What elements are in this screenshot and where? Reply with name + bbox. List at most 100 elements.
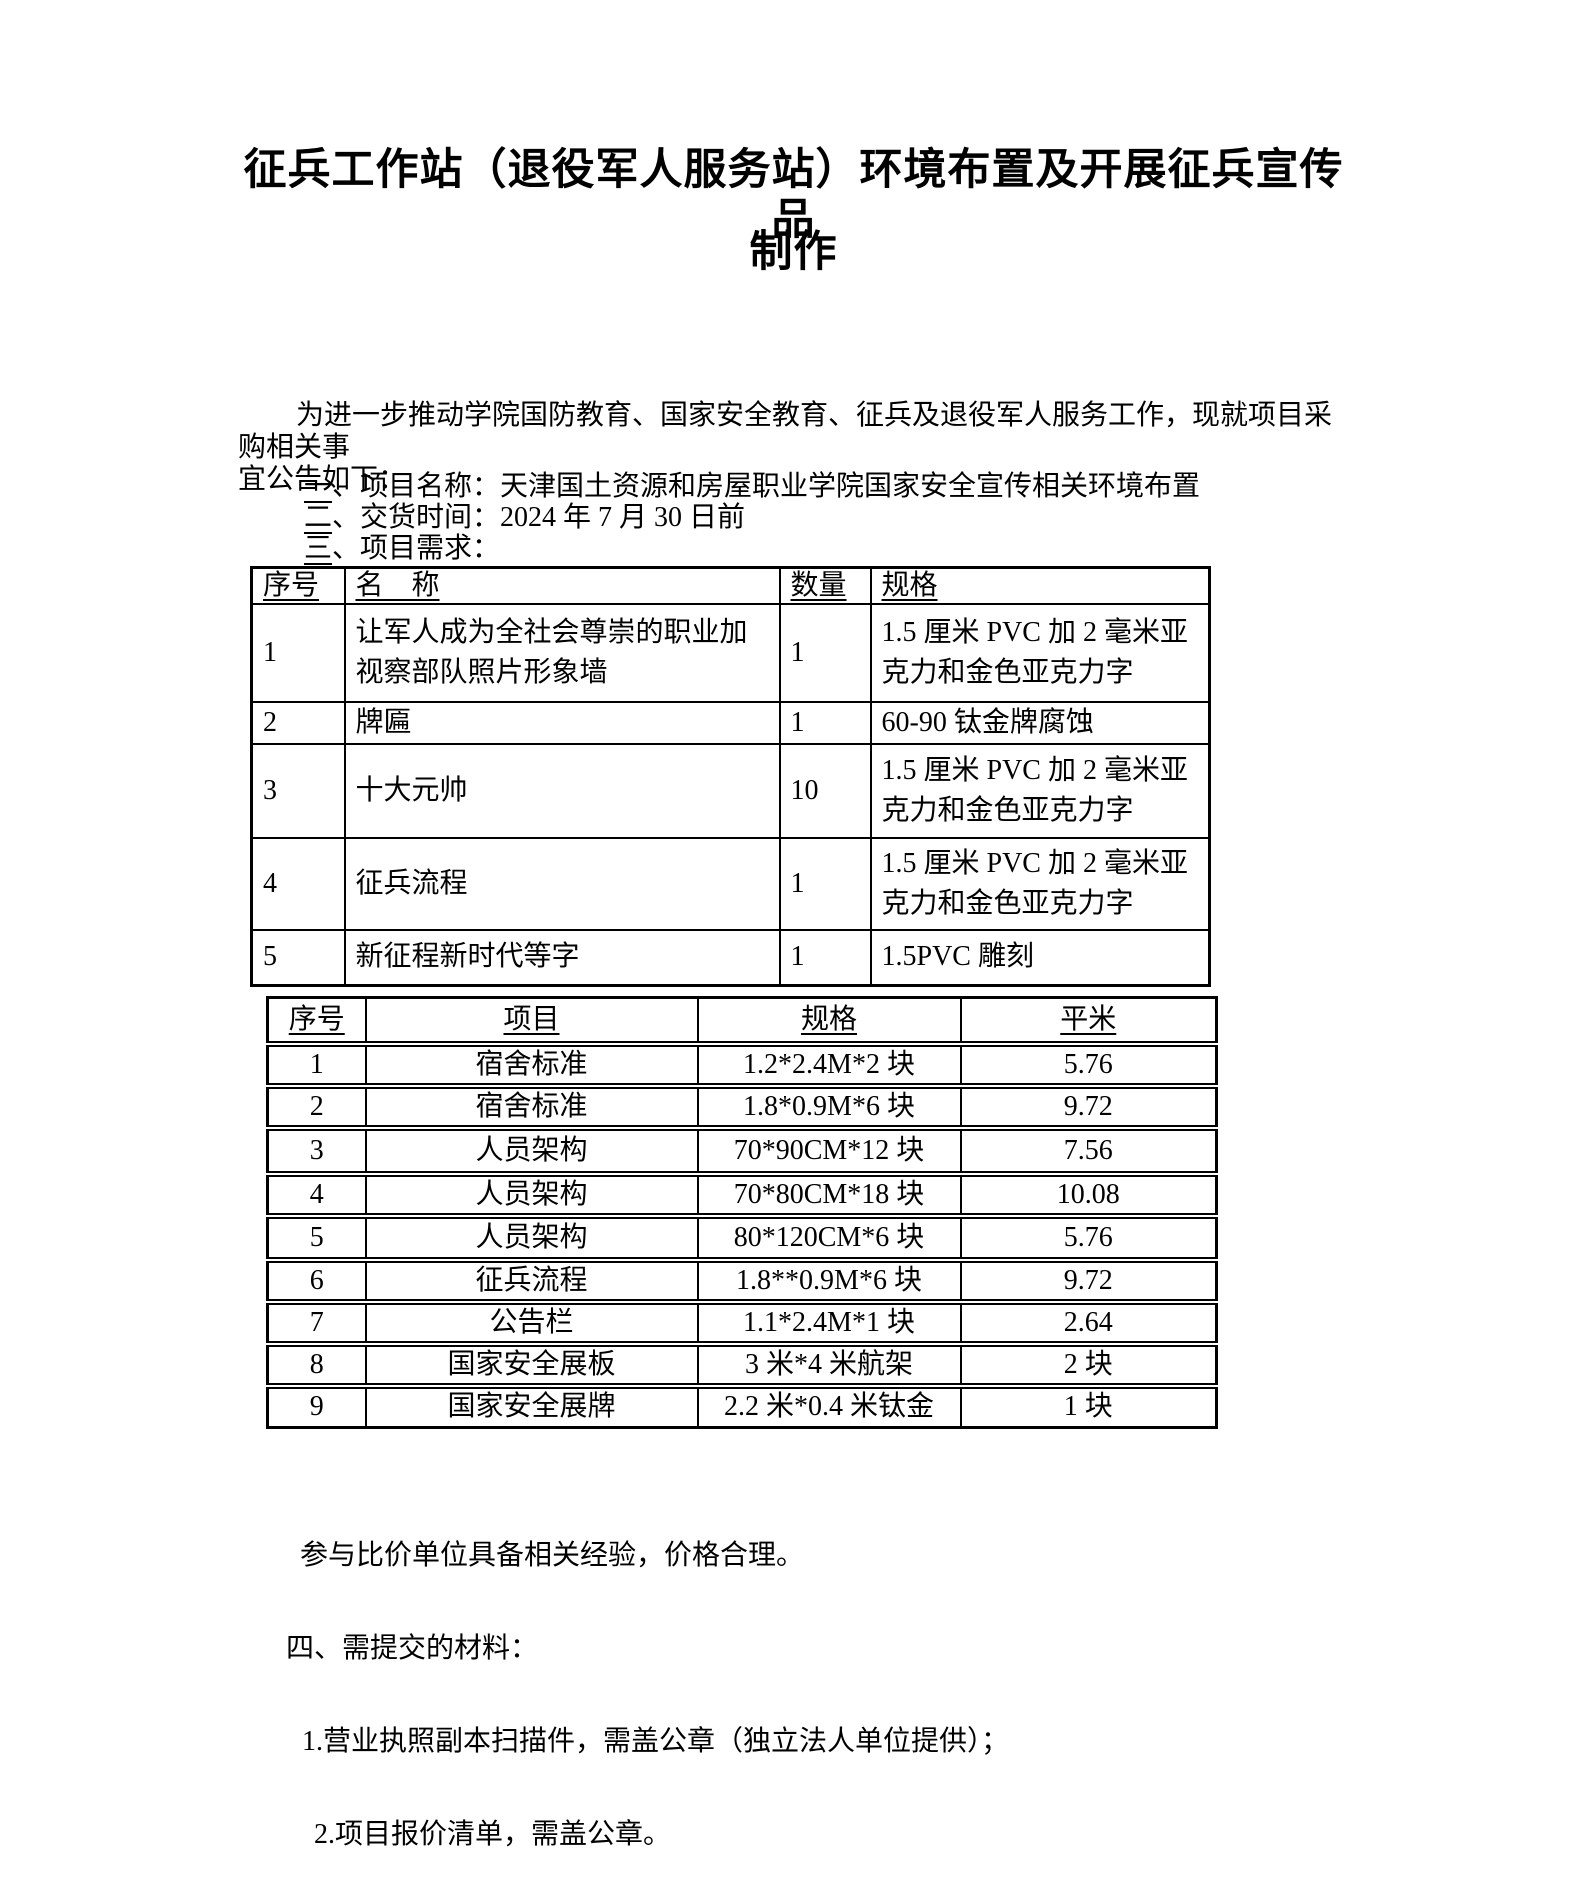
cell-name: 新征程新时代等字 — [343, 928, 781, 987]
header-cell-spec: 规格 — [696, 997, 962, 1044]
footer-text-block: 参与比价单位具备相关经验，价格合理。 四、需提交的材料： 1.营业执照副本扫描件… — [238, 1478, 1363, 1884]
list-item-text: 、交货时间：2024 年 7 月 30 日前 — [332, 502, 746, 533]
cell-area: 9.72 — [959, 1085, 1218, 1128]
footer-line-materials: 四、需提交的材料： — [286, 1633, 539, 1664]
cell-seq: 4 — [250, 836, 346, 931]
table-row: 1 宿舍标准 1.2*2.4M*2 块 5.76 — [266, 1043, 1218, 1086]
cell-item: 公告栏 — [364, 1301, 699, 1344]
cell-spec: 70*80CM*18 块 — [696, 1173, 962, 1216]
cell-name: 征兵流程 — [343, 836, 781, 931]
list-item-text: 、项目需求： — [332, 533, 501, 564]
cell-qty: 10 — [778, 742, 872, 839]
cell-seq: 4 — [266, 1173, 367, 1216]
cell-seq: 3 — [266, 1127, 367, 1174]
table-row: 6 征兵流程 1.8**0.9M*6 块 9.72 — [266, 1259, 1218, 1302]
cell-seq: 1 — [250, 602, 346, 703]
requirements-table: 序号 名 称 数量 规格 1 让军人成为全社会尊崇的职业加视察部队照片形象墙 1… — [250, 566, 1211, 987]
cell-spec: 1.5 厘米 PVC 加 2 毫米亚克力和金色亚克力字 — [869, 742, 1211, 839]
list-item-text: 、项目名称：天津国土资源和房屋职业学院国家安全宣传相关环境布置 — [332, 471, 1201, 502]
cell-item: 人员架构 — [364, 1127, 699, 1174]
list-number: 一 — [304, 471, 333, 502]
table-row: 5 人员架构 80*120CM*6 块 5.76 — [266, 1215, 1218, 1260]
table-row: 7 公告栏 1.1*2.4M*1 块 2.64 — [266, 1301, 1218, 1344]
table-row: 2 牌匾 1 60-90 钛金牌腐蚀 — [250, 700, 1211, 745]
cell-seq: 3 — [250, 742, 346, 839]
cell-spec: 70*90CM*12 块 — [696, 1127, 962, 1174]
header-cell-seq: 序号 — [266, 997, 367, 1044]
cell-spec: 3 米*4 米航架 — [696, 1343, 962, 1386]
table-row: 9 国家安全展牌 2.2 米*0.4 米钛金 1 块 — [266, 1385, 1218, 1428]
list-item-project-name: 一、项目名称：天津国土资源和房屋职业学院国家安全宣传相关环境布置 — [238, 471, 1356, 502]
cell-spec: 2.2 米*0.4 米钛金 — [696, 1385, 962, 1428]
cell-item: 宿舍标准 — [364, 1085, 699, 1128]
table-row: 8 国家安全展板 3 米*4 米航架 2 块 — [266, 1343, 1218, 1386]
cell-area: 2.64 — [959, 1301, 1218, 1344]
list-item-project-requirements: 三、项目需求： — [238, 533, 1356, 564]
cell-seq: 5 — [266, 1215, 367, 1260]
footer-line-quotation: 2.项目报价清单，需盖公章。 — [314, 1819, 672, 1850]
table-header-row: 序号 名 称 数量 规格 — [250, 566, 1211, 605]
header-cell-seq: 序号 — [250, 566, 346, 605]
document-title-line-2: 制作 — [749, 229, 838, 276]
cell-spec: 60-90 钛金牌腐蚀 — [869, 700, 1211, 745]
intro-line-1: 为进一步推动学院国防教育、国家安全教育、征兵及退役军人服务工作，现就项目采购相关… — [238, 400, 1333, 463]
cell-item: 国家安全展牌 — [364, 1385, 699, 1428]
header-cell-spec: 规格 — [869, 566, 1211, 605]
intro-line-2: 宜公告如下： — [238, 464, 407, 495]
table-header-row: 序号 项目 规格 平米 — [266, 997, 1218, 1044]
list-item-delivery-time: 二、交货时间：2024 年 7 月 30 日前 — [238, 502, 1356, 533]
cell-spec: 1.8*0.9M*6 块 — [696, 1085, 962, 1128]
cell-item: 人员架构 — [364, 1173, 699, 1216]
cell-item: 征兵流程 — [364, 1259, 699, 1302]
intro-paragraph: 为进一步推动学院国防教育、国家安全教育、征兵及退役军人服务工作，现就项目采购相关… — [238, 400, 1356, 496]
cell-name: 牌匾 — [343, 700, 781, 745]
cell-name: 十大元帅 — [343, 742, 781, 839]
document-title-line-1: 征兵工作站（退役军人服务站）环境布置及开展征兵宣传品 — [243, 147, 1344, 244]
numbered-list: 一、项目名称：天津国土资源和房屋职业学院国家安全宣传相关环境布置 二、交货时间：… — [238, 471, 1356, 564]
cell-qty: 1 — [778, 602, 872, 703]
cell-qty: 1 — [778, 700, 872, 745]
cell-seq: 1 — [266, 1043, 367, 1086]
cell-seq: 9 — [266, 1385, 367, 1428]
header-cell-area: 平米 — [959, 997, 1218, 1044]
cell-seq: 8 — [266, 1343, 367, 1386]
cell-spec: 1.8**0.9M*6 块 — [696, 1259, 962, 1302]
cell-seq: 2 — [250, 700, 346, 745]
cell-seq: 7 — [266, 1301, 367, 1344]
cell-spec: 1.5PVC 雕刻 — [869, 928, 1211, 987]
cell-name: 让军人成为全社会尊崇的职业加视察部队照片形象墙 — [343, 602, 781, 703]
table-row: 3 人员架构 70*90CM*12 块 7.56 — [266, 1127, 1218, 1174]
table-row: 4 征兵流程 1 1.5 厘米 PVC 加 2 毫米亚克力和金色亚克力字 — [250, 836, 1211, 931]
header-cell-qty: 数量 — [778, 566, 872, 605]
table-row: 4 人员架构 70*80CM*18 块 10.08 — [266, 1173, 1218, 1216]
cell-spec: 1.2*2.4M*2 块 — [696, 1043, 962, 1086]
table-row: 1 让军人成为全社会尊崇的职业加视察部队照片形象墙 1 1.5 厘米 PVC 加… — [250, 602, 1211, 703]
table-row: 2 宿舍标准 1.8*0.9M*6 块 9.72 — [266, 1085, 1218, 1128]
footer-line-license: 1.营业执照副本扫描件，需盖公章（独立法人单位提供）； — [302, 1726, 1010, 1757]
cell-area: 10.08 — [959, 1173, 1218, 1216]
cell-spec: 80*120CM*6 块 — [696, 1215, 962, 1260]
cell-seq: 5 — [250, 928, 346, 987]
list-number: 三 — [304, 533, 333, 564]
cell-spec: 1.5 厘米 PVC 加 2 毫米亚克力和金色亚克力字 — [869, 602, 1211, 703]
dimensions-table: 序号 项目 规格 平米 1 宿舍标准 1.2*2.4M*2 块 5.76 2 宿… — [266, 996, 1218, 1429]
cell-area: 2 块 — [959, 1343, 1218, 1386]
cell-qty: 1 — [778, 928, 872, 987]
footer-line-experience: 参与比价单位具备相关经验，价格合理。 — [300, 1540, 805, 1571]
cell-seq: 6 — [266, 1259, 367, 1302]
cell-area: 5.76 — [959, 1043, 1218, 1086]
header-cell-item: 项目 — [364, 997, 699, 1044]
cell-area: 7.56 — [959, 1127, 1218, 1174]
cell-item: 宿舍标准 — [364, 1043, 699, 1086]
table-row: 5 新征程新时代等字 1 1.5PVC 雕刻 — [250, 928, 1211, 987]
cell-seq: 2 — [266, 1085, 367, 1128]
header-cell-name: 名 称 — [343, 566, 781, 605]
cell-area: 1 块 — [959, 1385, 1218, 1428]
list-number: 二 — [304, 502, 333, 533]
cell-spec: 1.1*2.4M*1 块 — [696, 1301, 962, 1344]
cell-item: 人员架构 — [364, 1215, 699, 1260]
table-row: 3 十大元帅 10 1.5 厘米 PVC 加 2 毫米亚克力和金色亚克力字 — [250, 742, 1211, 839]
cell-qty: 1 — [778, 836, 872, 931]
cell-area: 9.72 — [959, 1259, 1218, 1302]
